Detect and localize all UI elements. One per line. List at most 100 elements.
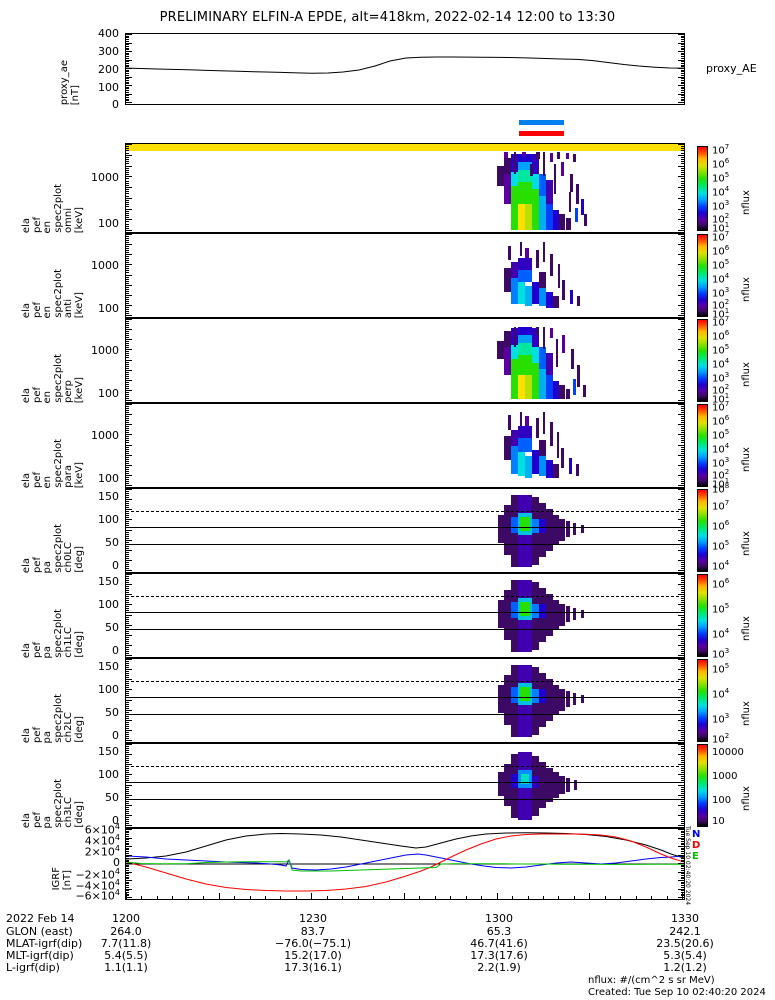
cb-tick: 101 <box>712 307 730 321</box>
panel-pa-ch0lc-right-ticks <box>678 489 684 572</box>
igrf-legend-e: E <box>692 851 699 863</box>
cb-tick: 103 <box>712 371 730 385</box>
loss-cone-line <box>126 544 684 545</box>
ytick-150: 150 <box>98 745 119 758</box>
cb-tick: 106 <box>712 519 730 533</box>
ytick-m2e4: −2×104 <box>75 867 120 882</box>
ytick-150: 150 <box>98 490 119 503</box>
ytick-400: 400 <box>98 27 119 40</box>
ytick-50: 50 <box>105 621 119 634</box>
panel-en-para-left-ticks <box>126 404 132 487</box>
ytick-100: 100 <box>98 513 119 526</box>
ylabel-line: para <box>63 465 74 488</box>
panel-igrf <box>125 828 685 900</box>
ytick-100: 100 <box>98 598 119 611</box>
eph-glon-1330: 242.1 <box>669 925 701 938</box>
panel-pa-ch2lc-right-ticks <box>678 659 684 742</box>
ylabel-line: omni <box>63 208 74 233</box>
eph-mlat-1300: 46.7(41.6) <box>470 937 528 950</box>
ytick-1000: 1000 <box>91 429 119 442</box>
cb-tick: 103 <box>712 647 730 661</box>
colorbar-pa-ch1lc <box>697 574 708 657</box>
loss-cone-dash-line <box>126 681 684 682</box>
eph-row-label-mlat: MLAT-igrf(dip) <box>6 937 83 950</box>
eph-mlt-1300: 17.3(17.6) <box>470 949 528 962</box>
panel-pa-ch3lc-right-ticks <box>678 744 684 827</box>
anti-loss-cone-line <box>126 527 684 528</box>
ch2lc-spectrogram-data <box>498 665 584 737</box>
eph-l-1300: 2.2(1.9) <box>477 961 521 974</box>
eph-mlt-1200: 5.4(5.5) <box>104 949 148 962</box>
colorbar-en-para <box>697 404 708 487</box>
footer-created: Created: Tue Sep 10 02:40:20 2024 <box>588 987 766 998</box>
eph-l-1230: 17.3(16.1) <box>284 961 342 974</box>
ytick-p2e4: 2×104 <box>84 844 120 859</box>
footer-units: nflux: #/(cm^2 s sr MeV) <box>588 975 715 986</box>
ylabel-line: en <box>42 475 53 489</box>
loss-cone-line <box>126 629 684 630</box>
ylabel-line: ela <box>21 642 32 658</box>
proxy-ae-legend: proxy_AE <box>706 62 757 75</box>
eph-mlt-1330: 5.3(5.4) <box>663 949 707 962</box>
xtick-1200: 1200 <box>112 912 140 925</box>
ytick-100: 100 <box>98 302 119 315</box>
cb-tick: 103 <box>712 456 730 470</box>
panel-en-anti-left-ticks <box>126 234 132 317</box>
panel-en-omni-left-ticks <box>126 144 132 232</box>
eph-glon-1230: 83.7 <box>300 925 326 938</box>
proxy-ae-trace <box>126 56 684 74</box>
igrf-legend-d: D <box>692 840 701 852</box>
status-bar-blue <box>519 120 564 125</box>
ytick-zero: 0 <box>113 856 120 869</box>
ytick-p4e4: 4×104 <box>84 833 120 848</box>
colorbar-en-omni <box>697 146 708 231</box>
ytick-100: 100 <box>98 81 119 94</box>
cb-tick: 106 <box>712 577 730 591</box>
ylabel-line: en <box>42 305 53 319</box>
colorbar-en-para-title: nflux <box>741 447 752 472</box>
eph-l-1200: 1.1(1.1) <box>104 961 148 974</box>
ylabel-line: en <box>42 390 53 404</box>
cb-tick: 107 <box>712 499 730 513</box>
cb-tick: 106 <box>712 157 730 171</box>
igrf-legend-d-label: D <box>692 840 701 851</box>
anti-loss-cone-line <box>126 612 684 613</box>
ylabel-line: ela <box>21 302 32 318</box>
colorbar-en-omni-title: nflux <box>741 190 752 215</box>
panel-en-anti <box>125 233 685 318</box>
cb-tick: 107 <box>712 143 730 157</box>
igrf-legend-n: N <box>692 829 700 841</box>
cb-tick: 104 <box>712 442 730 456</box>
panel-en-para-ylabel: ela pef en spec2plot para [keV] <box>21 403 85 489</box>
loss-cone-dash-line <box>126 596 684 597</box>
cb-tick: 103 <box>712 286 730 300</box>
ylabel-line: proxy_ae <box>59 59 70 105</box>
ytick-0: 0 <box>112 644 119 657</box>
ytick-50: 50 <box>105 791 119 804</box>
cb-tick: 102 <box>712 298 730 312</box>
colorbar-en-perp <box>697 319 708 402</box>
panel-igrf-bottom-ticks <box>126 893 684 899</box>
cb-tick: 107 <box>712 315 730 329</box>
panel-pa-ch2lc-ylabel: ela pef pa spec2plot ch2LC [deg] <box>21 658 85 743</box>
ytick-0: 0 <box>112 559 119 572</box>
colorbar-en-perp-title: nflux <box>741 362 752 387</box>
igrf-legend-e-label: E <box>692 851 699 862</box>
panel-pa-ch3lc-left-ticks <box>126 744 132 827</box>
ylabel-line: ela <box>21 387 32 403</box>
panel-proxy-ae-right-ticks <box>678 34 684 104</box>
eph-glon-1300: 65.3 <box>486 925 512 938</box>
ytick-100: 100 <box>98 768 119 781</box>
ytick-300: 300 <box>98 45 119 58</box>
cb-tick: 102 <box>712 212 730 226</box>
panel-en-omni-right-ticks <box>678 144 684 232</box>
panel-pa-ch3lc-ylabel: ela pef pa spec2plot ch3LC [deg] <box>21 743 85 828</box>
loss-cone-line <box>126 799 684 800</box>
panel-en-omni-ylabel: ela pef en spec2plot omni [keV] <box>21 143 85 233</box>
ytick-200: 200 <box>98 63 119 76</box>
cb-tick: 105 <box>712 662 730 676</box>
cb-tick: 105 <box>712 539 730 553</box>
cb-tick: 105 <box>712 258 730 272</box>
eph-mlat-1230: −76.0(−75.1) <box>274 937 351 950</box>
